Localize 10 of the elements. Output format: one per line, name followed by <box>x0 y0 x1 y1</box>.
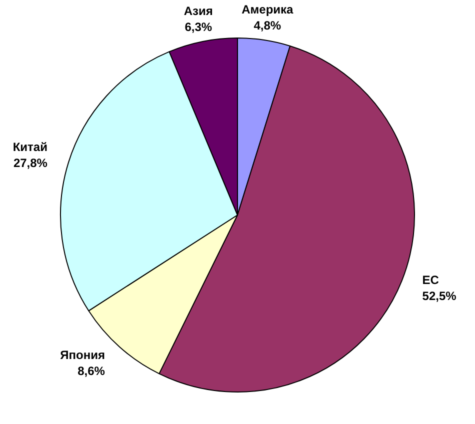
slice-label: Китай <box>12 140 48 154</box>
data-label: 52,5% <box>422 289 457 304</box>
data-label: 8,6% <box>78 364 106 378</box>
slice-label: Азия <box>184 4 213 18</box>
slice-label: ЕС <box>422 273 440 288</box>
slice-label: Япония <box>60 348 105 362</box>
slice-label: Америка <box>242 2 294 17</box>
data-label: 6,3% <box>184 20 212 34</box>
data-label: 27,8% <box>13 156 48 170</box>
data-label: 4,8% <box>254 18 282 33</box>
